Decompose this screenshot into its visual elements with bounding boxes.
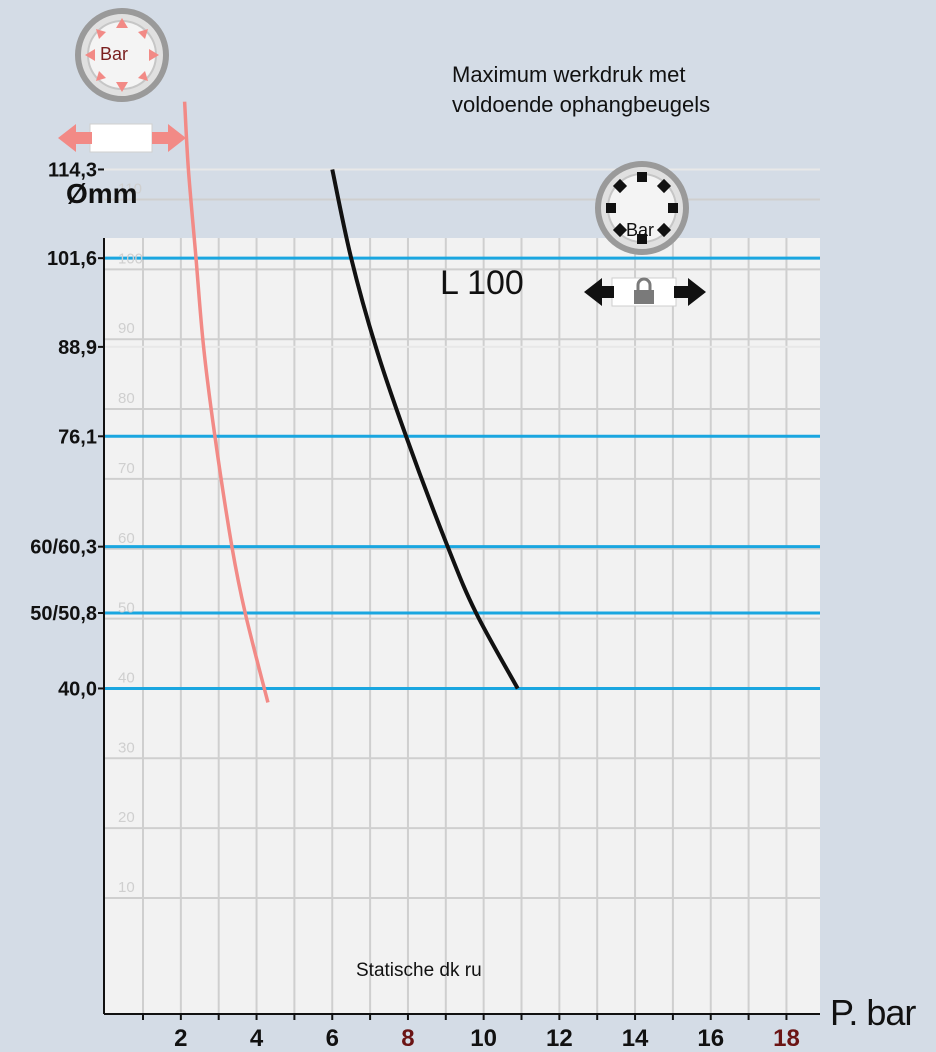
double-arrow-icon: [58, 123, 186, 153]
x-axis-label: P. bar: [830, 992, 916, 1033]
series-line: [182, 101, 270, 703]
y-tick-label: 76,1: [58, 426, 97, 448]
axes: [103, 238, 820, 1015]
support-brackets-icon: [606, 172, 678, 244]
inner-tick-label: 40: [118, 669, 135, 686]
footer-text: Statische dk ru: [356, 960, 482, 981]
inner-tick-label: 50: [118, 600, 135, 617]
y-tick-labels: 114,3 101,6 88,9 76,1 60/60,3 50/50,8 40,0: [30, 159, 104, 700]
title-line-2: voldoende ophangbeugels: [452, 92, 711, 117]
inner-tick-label: 110: [118, 181, 142, 198]
x-tick-label: 18: [773, 1025, 800, 1052]
x-tick-label: 6: [326, 1025, 339, 1052]
title-line-1: Maximum werkdruk met: [452, 62, 686, 87]
x-tick-label: 16: [697, 1025, 724, 1052]
x-tick-label: 10: [470, 1025, 497, 1052]
x-tick-label: 2: [174, 1025, 187, 1052]
free-pipe-legend: Bar: [58, 8, 186, 153]
x-tick-label: 8: [401, 1025, 414, 1052]
y-tick-label: 40,0: [58, 678, 97, 700]
pressure-arrows-icon: [85, 18, 159, 92]
x-tick-label: 14: [622, 1025, 649, 1052]
y-tick-label: 50/50,8: [30, 603, 97, 625]
y-tick-label: 114,3: [48, 159, 97, 181]
series-group: [182, 101, 520, 703]
inner-tick-labels: 10 20 30 40 50 60 70 80 90 100 110: [118, 181, 143, 897]
locked-arrow-icon: [584, 277, 706, 307]
y-tick-label: 101,6: [47, 248, 97, 270]
lock-icon: [634, 290, 654, 304]
inner-tick-label: 100: [118, 250, 143, 267]
x-tick-label: 4: [250, 1025, 264, 1052]
y-tick-label: 60/60,3: [30, 537, 97, 559]
fixed-pipe-legend: Bar: [584, 161, 706, 307]
legend-left-bar-text: Bar: [100, 44, 128, 64]
y-tick-label: 88,9: [58, 337, 97, 359]
legend-right-bar-text: Bar: [626, 220, 654, 240]
inner-tick-label: 70: [118, 460, 135, 477]
diameter-lines: [104, 256, 820, 690]
inner-tick-label: 10: [118, 879, 135, 896]
plot-area: [104, 238, 820, 1014]
series-line: [330, 169, 520, 690]
inner-tick-label: 90: [118, 320, 135, 337]
series-annotation: L 100: [440, 264, 524, 302]
chart-title: Maximum werkdruk met voldoende ophangbeu…: [452, 60, 710, 120]
inner-tick-label: 20: [118, 809, 135, 826]
inner-tick-label: 30: [118, 739, 135, 756]
x-tick-label: 12: [546, 1025, 573, 1052]
inner-tick-label: 80: [118, 390, 135, 407]
y-axis-label: Ømm: [66, 178, 138, 209]
x-tick-labels: 2 4 6 8 10 12 14 16 18: [142, 1014, 800, 1052]
inner-tick-label: 60: [118, 530, 135, 547]
